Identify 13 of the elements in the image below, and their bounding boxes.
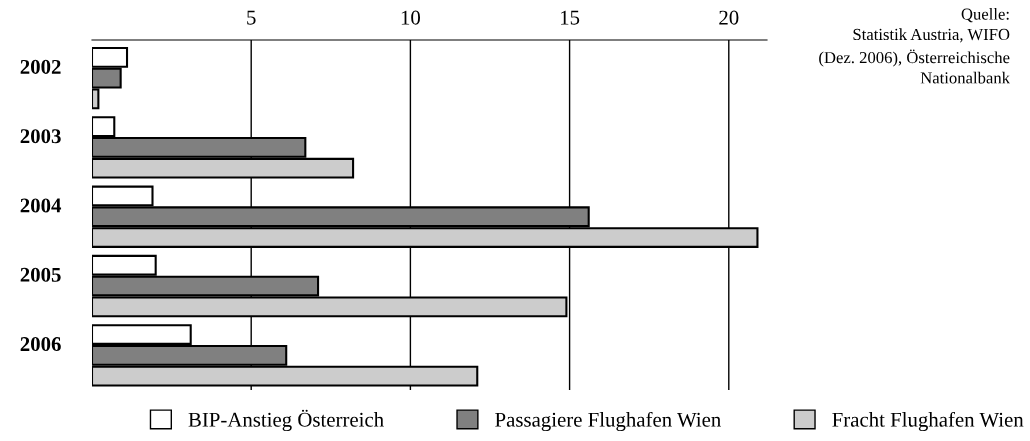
y-tick-label: 2006	[20, 337, 61, 352]
legend-label: Passagiere Flughafen Wien	[495, 411, 721, 432]
y-tick-label: 2003	[20, 129, 61, 144]
x-tick-label: 5	[247, 10, 256, 25]
x-tick-label: 20	[719, 10, 739, 25]
legend-label: Fracht Flughafen Wien	[832, 411, 1024, 432]
x-tick-label: 10	[401, 10, 421, 25]
y-tick-label: 2004	[20, 198, 62, 213]
y-tick-label: 2005	[20, 267, 61, 282]
source-note: Quelle: Statistik Austria, WIFO (Dez. 2006), Österreichische Nationalbank	[819, 8, 1010, 84]
x-tick-label: 15	[561, 10, 580, 25]
legend-label: BIP-Anstieg Österreich	[188, 409, 384, 432]
y-tick-label: 2002	[20, 59, 61, 74]
